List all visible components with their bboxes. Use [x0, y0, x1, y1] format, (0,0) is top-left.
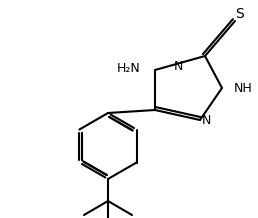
Text: S: S: [235, 7, 243, 21]
Text: NH: NH: [234, 82, 253, 94]
Text: N: N: [201, 114, 211, 128]
Text: H₂N: H₂N: [116, 61, 140, 75]
Text: N: N: [173, 60, 183, 73]
